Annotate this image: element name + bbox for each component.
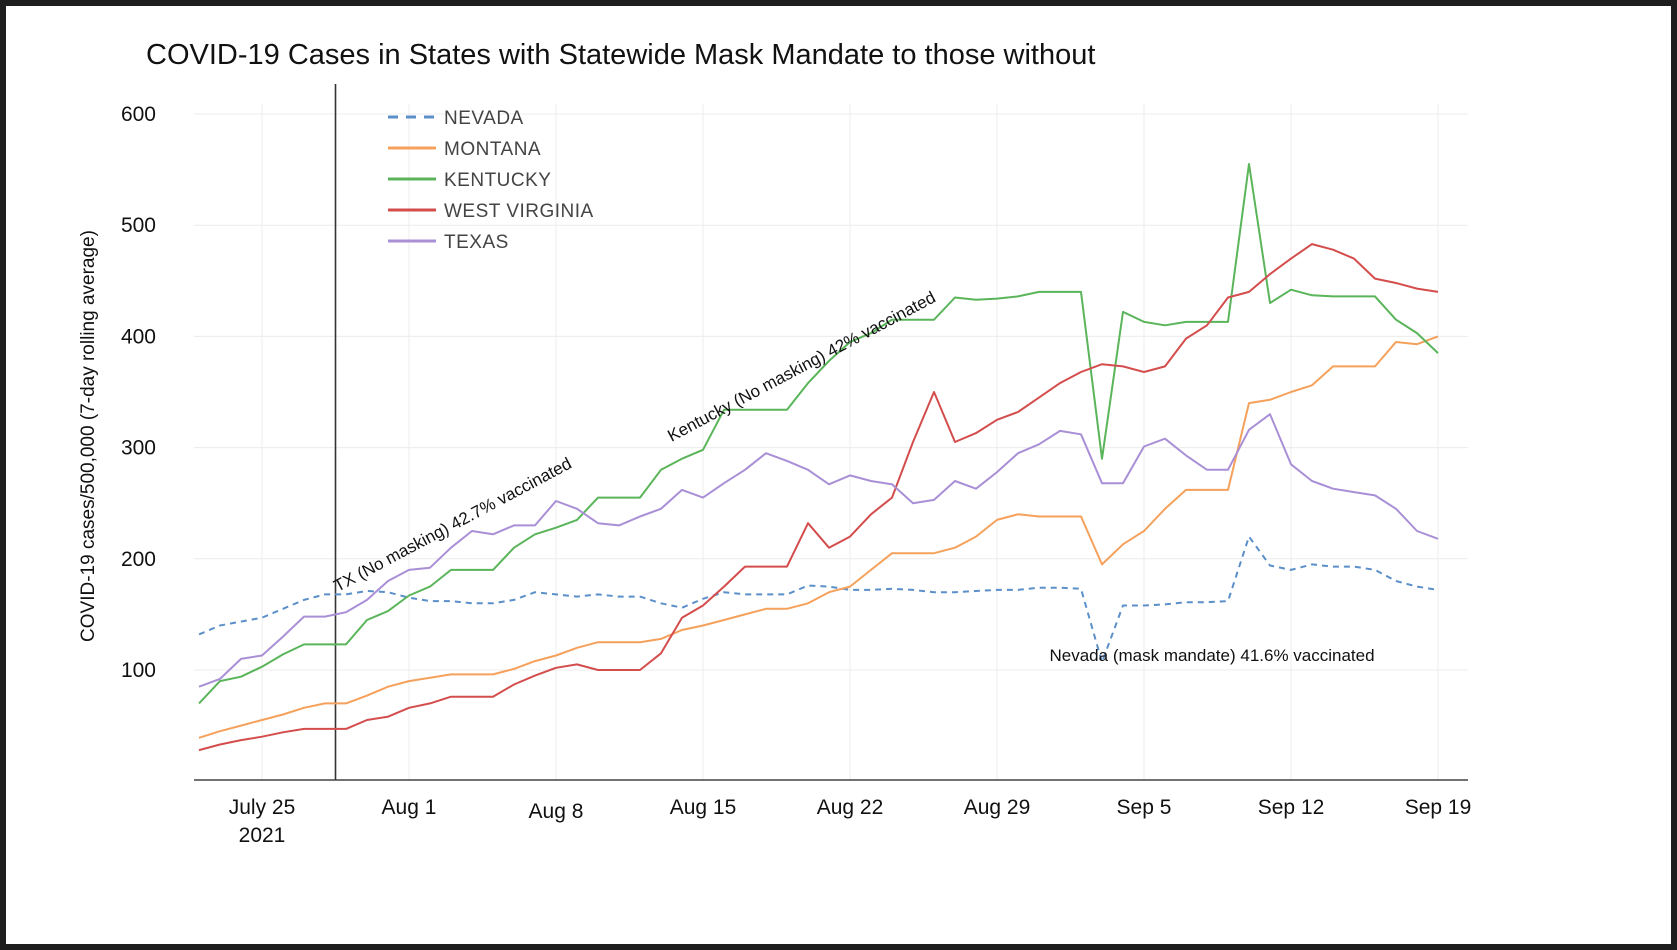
x-tick-label: Aug 1 <box>382 796 437 819</box>
axes: 100 200 300 400 500 600 July 25 2021 Aug 1 Aug 8 A… <box>121 84 1471 847</box>
y-tick-label: 200 <box>121 548 156 571</box>
y-tick-label: 500 <box>121 214 156 237</box>
x-tick-label: Aug 15 <box>670 796 737 819</box>
series-line-texas <box>198 413 1439 688</box>
y-tick-label: 400 <box>121 325 156 348</box>
x-tick-label: Sep 5 <box>1117 796 1172 819</box>
x-tick-sublabel: 2021 <box>239 824 286 847</box>
legend-label: WEST VIRGINIA <box>444 201 594 222</box>
series-line-montana <box>198 335 1439 739</box>
grid-lines <box>194 104 1468 780</box>
annotation-label: TX (No masking) 42.7% vaccinated <box>331 454 575 596</box>
legend-label: TEXAS <box>444 232 509 253</box>
chart-frame: COVID-19 Cases in States with Statewide … <box>6 6 1671 944</box>
legend: NEVADA MONTANA KENTUCKY WEST VIRGINIA TEXAS <box>388 108 594 253</box>
x-tick-label: Aug 29 <box>964 796 1031 819</box>
series-line-nevada <box>198 535 1439 664</box>
x-tick-label: Sep 19 <box>1405 796 1472 819</box>
x-tick-label: Aug 22 <box>817 796 884 819</box>
series-line-kentucky <box>198 163 1439 705</box>
x-tick-label: July 25 <box>229 796 296 819</box>
legend-label: KENTUCKY <box>444 170 551 191</box>
y-tick-label: 600 <box>121 103 156 126</box>
y-tick-label: 300 <box>121 437 156 460</box>
chart-title: COVID-19 Cases in States with Statewide … <box>146 39 1095 71</box>
x-tick-label: Sep 12 <box>1258 796 1325 819</box>
annotation-label: Nevada (mask mandate) 41.6% vaccinated <box>1050 646 1375 665</box>
y-axis-label: COVID-19 cases/500,000 (7-day rolling av… <box>78 230 99 642</box>
y-tick-label: 100 <box>121 659 156 682</box>
legend-label: MONTANA <box>444 139 541 160</box>
annotation-label: Kentucky (No masking) 42% vaccinated <box>664 288 938 446</box>
series-line-west-virginia <box>198 243 1439 752</box>
legend-label: NEVADA <box>444 108 524 129</box>
x-tick-label: Aug 8 <box>529 800 584 823</box>
line-chart: COVID-19 Cases in States with Statewide … <box>78 39 1471 847</box>
series-layer <box>198 163 1439 752</box>
